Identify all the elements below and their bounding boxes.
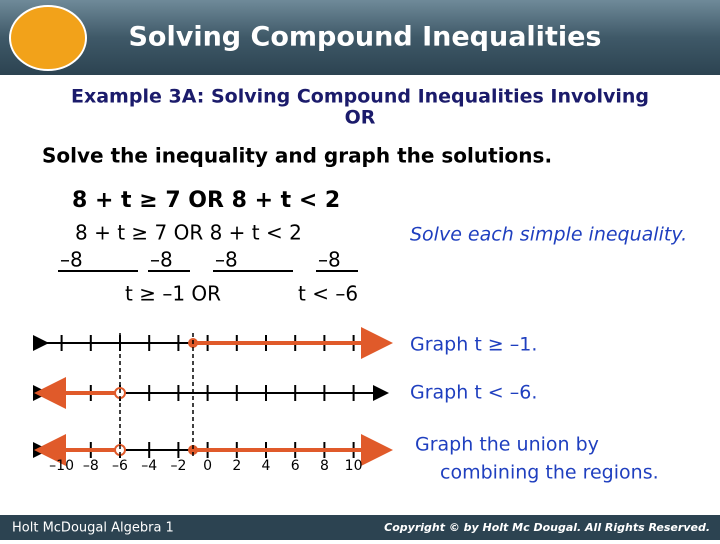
step: 8 + t ≥ 7 OR 8 + t < 2 — [75, 221, 302, 245]
problem: 8 + t ≥ 7 OR 8 + t < 2 — [72, 188, 340, 213]
axis-label: 4 — [262, 458, 271, 474]
axis-label: 10 — [345, 458, 363, 474]
axis-label: 0 — [203, 458, 212, 474]
axis-label: 8 — [320, 458, 329, 474]
axis-label: –8 — [83, 458, 99, 474]
axis-label: 6 — [291, 458, 300, 474]
instruction: Solve the inequality and graph the solut… — [42, 144, 552, 168]
axis-label: –2 — [170, 458, 186, 474]
note: Graph t ≥ –1. — [410, 334, 537, 356]
header-circle — [9, 5, 87, 71]
axis-label: –10 — [49, 458, 74, 474]
axis-label: –6 — [112, 458, 128, 474]
subtraction: –8 — [215, 248, 238, 272]
subtraction: –8 — [60, 248, 83, 272]
result: t < –6 — [298, 282, 358, 306]
note: Solve each simple inequality. — [410, 224, 687, 246]
closed-point — [188, 445, 198, 455]
footer-left: Holt McDougal Algebra 1 — [12, 521, 174, 536]
result: t ≥ –1 OR — [125, 282, 221, 306]
axis-label: 2 — [232, 458, 241, 474]
footer-band — [0, 515, 720, 540]
axis-label: –4 — [141, 458, 157, 474]
footer-right: Copyright © by Holt Mc Dougal. All Right… — [384, 521, 710, 534]
subtraction: –8 — [318, 248, 341, 272]
example-title: Example 3A: Solving Compound Inequalitie… — [71, 86, 649, 108]
note: Graph the union by — [415, 434, 599, 456]
note: combining the regions. — [440, 462, 659, 484]
header-band — [0, 0, 720, 75]
number-lines: –10 –8 –6 –4 –2 0 2 4 6 8 10 — [33, 327, 393, 474]
example-title: OR — [345, 107, 376, 129]
subtraction: –8 — [150, 248, 173, 272]
header-title: Solving Compound Inequalities — [128, 22, 601, 53]
note: Graph t < –6. — [410, 382, 537, 404]
